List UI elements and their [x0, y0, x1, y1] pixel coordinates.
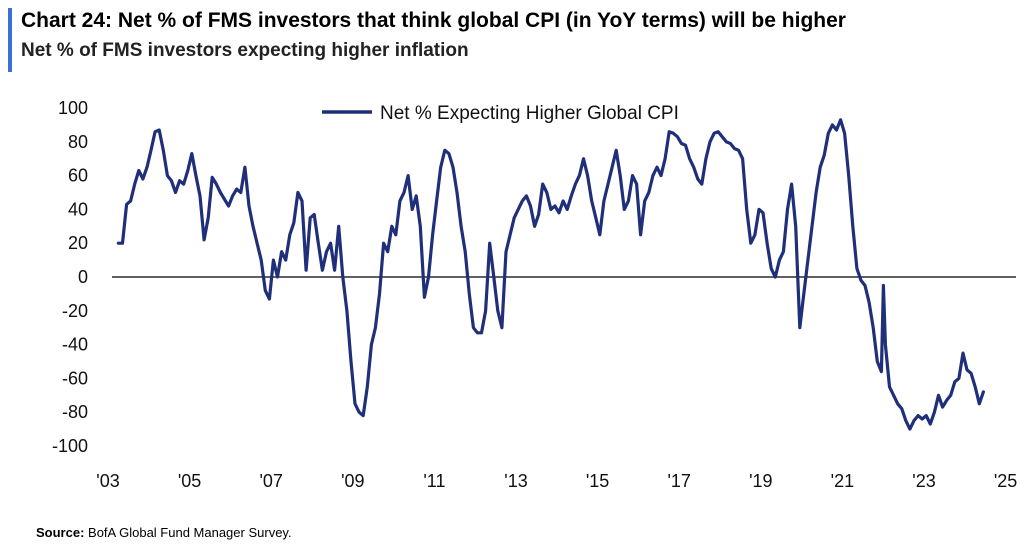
source-label: Source: — [36, 525, 85, 540]
y-tick-label: 80 — [68, 132, 88, 152]
y-tick-label: 0 — [78, 267, 88, 287]
y-tick-label: 60 — [68, 166, 88, 186]
chart-subtitle: Net % of FMS investors expecting higher … — [21, 40, 469, 61]
x-tick-label: '09 — [341, 471, 364, 491]
y-tick-label: -80 — [62, 402, 88, 422]
title-accent-bar — [8, 8, 12, 72]
y-tick-label: 40 — [68, 199, 88, 219]
y-tick-label: -60 — [62, 368, 88, 388]
x-tick-label: '15 — [586, 471, 609, 491]
y-tick-label: 100 — [58, 98, 88, 118]
y-axis: 100 80 60 40 20 0 -20 -40 -60 -80 -100 — [52, 98, 88, 456]
x-tick-label: '05 — [178, 471, 201, 491]
y-tick-label: 20 — [68, 233, 88, 253]
x-tick-label: '19 — [749, 471, 772, 491]
y-tick-label: -20 — [62, 301, 88, 321]
x-tick-label: '11 — [423, 471, 445, 491]
series-layer — [116, 118, 985, 431]
x-tick-label: '13 — [504, 471, 527, 491]
y-tick-label: -100 — [52, 436, 88, 456]
x-axis: '03 '05 '07 '09 '11 '13 '15 '17 '19 '21 '23 '25 — [96, 471, 1017, 491]
source-note: Source: BofA Global Fund Manager Survey. — [36, 525, 292, 540]
x-tick-label: '25 — [994, 471, 1017, 491]
source-text: BofA Global Fund Manager Survey. — [88, 525, 292, 540]
x-tick-label: '21 — [831, 471, 854, 491]
series-line-net-expecting-higher-cpi — [116, 118, 985, 431]
chart-title: Chart 24: Net % of FMS investors that th… — [21, 9, 846, 32]
legend-label: Net % Expecting Higher Global CPI — [380, 103, 679, 124]
x-tick-label: '23 — [912, 471, 935, 491]
y-tick-label: -40 — [62, 335, 88, 355]
legend: Net % Expecting Higher Global CPI — [322, 103, 679, 124]
x-tick-label: '17 — [667, 471, 690, 491]
x-tick-label: '07 — [259, 471, 282, 491]
x-tick-label: '03 — [96, 471, 119, 491]
